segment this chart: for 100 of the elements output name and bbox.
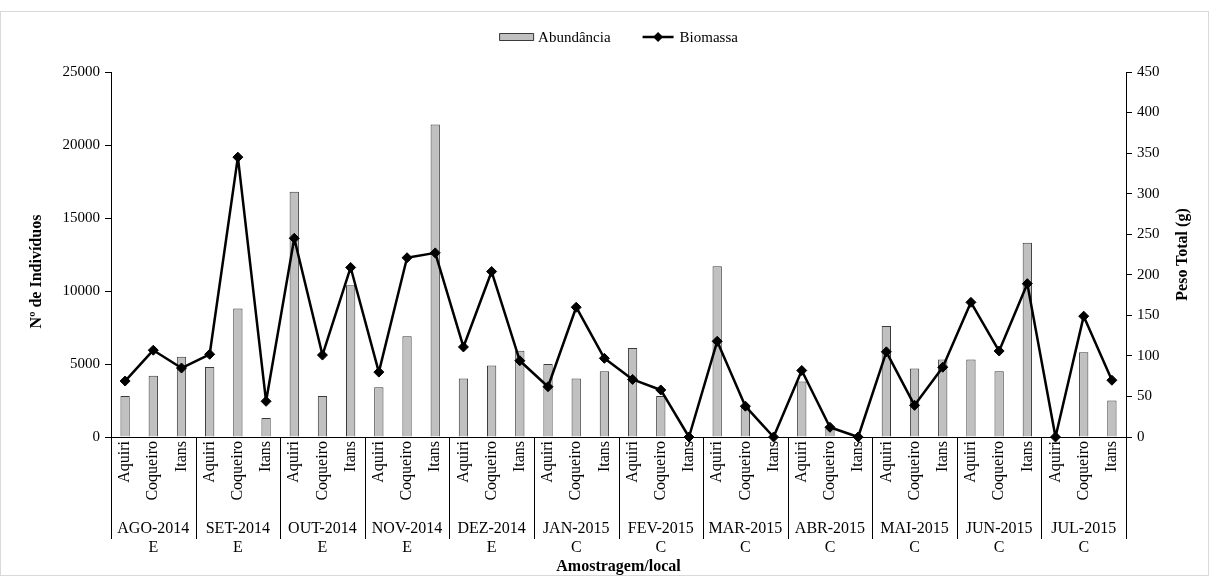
x-tick-label: Aquiri <box>284 440 303 483</box>
text: DEZ-2014 <box>457 519 526 537</box>
text: NOV-2014 <box>371 519 443 537</box>
y-axis-title: Nº de Indivíduos <box>27 214 45 329</box>
x-tick-label: Aquiri <box>369 440 388 483</box>
point <box>147 344 159 356</box>
text: OUT-2014 <box>288 519 357 537</box>
y2-axis-title: Peso Total (g) <box>1173 208 1192 301</box>
x-tick-label: Itans <box>932 441 950 473</box>
text: E <box>317 538 328 556</box>
text: E <box>486 538 497 556</box>
x-tick-label: Aquiri <box>707 440 726 483</box>
point <box>598 352 610 364</box>
x-tick-label: Itans <box>1102 441 1120 473</box>
point <box>1078 310 1090 322</box>
legend-label: Abundância <box>538 28 611 45</box>
y2-tick-label: 400 <box>1137 103 1160 120</box>
x-tick-label: Coqueiro <box>1073 441 1092 501</box>
x-tick-label: Itans <box>763 441 781 473</box>
text: E <box>148 538 159 556</box>
text: C <box>993 538 1005 556</box>
x-tick-label: Itans <box>1017 441 1035 473</box>
point <box>204 348 216 360</box>
text: C <box>1078 538 1090 556</box>
x-tick-label: Aquiri <box>961 440 980 483</box>
text: C <box>655 538 667 556</box>
y-tick-label: 20000 <box>62 135 100 152</box>
text: JUL-2015 <box>1051 519 1117 537</box>
point <box>627 373 639 385</box>
point <box>175 362 187 374</box>
x-tick-label: Coqueiro <box>143 441 162 501</box>
x-tick-label: Itans <box>848 441 866 473</box>
text: E <box>402 538 412 556</box>
x-tick-label: Aquiri <box>199 440 218 483</box>
text: C <box>909 538 920 556</box>
text: MAR-2015 <box>708 519 783 537</box>
x-axis-title: Amostragem/local <box>556 557 682 576</box>
point <box>880 346 892 358</box>
text: JUN-2015 <box>965 519 1033 537</box>
point <box>937 361 949 373</box>
point <box>316 349 328 361</box>
x-tick-label: Coqueiro <box>566 441 585 501</box>
y2-tick-label: 300 <box>1137 184 1160 201</box>
point <box>345 261 357 273</box>
text: E <box>232 538 243 556</box>
y-tick-label: 5000 <box>70 354 100 371</box>
point <box>796 364 808 376</box>
text: ABR-2015 <box>794 519 866 537</box>
y2-tick-label: 250 <box>1137 225 1160 242</box>
text: AGO-2014 <box>117 519 190 537</box>
point <box>119 375 131 387</box>
x-tick-label: Itans <box>510 441 528 473</box>
text: MAI-2015 <box>880 519 949 537</box>
x-tick-label: Aquiri <box>115 440 134 483</box>
x-tick-label: Coqueiro <box>904 441 923 501</box>
point <box>909 399 921 411</box>
x-tick-label: Aquiri <box>538 440 557 483</box>
text: FEV-2015 <box>627 519 694 537</box>
point <box>739 400 751 412</box>
point <box>401 252 413 264</box>
text: JAN-2015 <box>542 519 610 537</box>
y-tick-label: 10000 <box>62 281 100 298</box>
y2-tick-label: 150 <box>1137 306 1160 323</box>
y-tick-label: 25000 <box>62 62 100 79</box>
text: C <box>740 538 751 556</box>
y-tick-label: 15000 <box>62 208 100 225</box>
point <box>993 345 1005 357</box>
x-tick-label: Coqueiro <box>735 441 754 501</box>
point <box>486 266 498 278</box>
x-tick-label: Itans <box>425 441 443 473</box>
x-tick-label: Itans <box>256 441 274 473</box>
x-tick-label: Aquiri <box>622 440 641 483</box>
point <box>1021 278 1033 290</box>
x-tick-label: Coqueiro <box>650 441 669 501</box>
point <box>429 247 441 259</box>
point <box>457 341 469 353</box>
y2-tick-label: 100 <box>1137 346 1160 363</box>
point <box>570 301 582 313</box>
point <box>542 381 554 393</box>
y-tick-label: 0 <box>92 427 100 444</box>
point <box>824 421 836 433</box>
y2-tick-label: 350 <box>1137 144 1160 161</box>
text: SET-2014 <box>205 519 271 537</box>
x-tick-label: Aquiri <box>453 440 472 483</box>
x-tick-label: Itans <box>679 441 697 473</box>
x-tick-label: Coqueiro <box>989 441 1008 501</box>
x-tick-label: Aquiri <box>791 440 810 483</box>
x-tick-label: Coqueiro <box>820 441 839 501</box>
x-tick-label: Coqueiro <box>312 441 331 501</box>
x-tick-label: Aquiri <box>876 440 895 483</box>
x-tick-label: Aquiri <box>1045 440 1064 483</box>
point <box>711 335 723 347</box>
y2-tick-label: 200 <box>1137 265 1160 282</box>
x-tick-label: Coqueiro <box>397 441 416 501</box>
x-tick-label: Itans <box>171 441 189 473</box>
y2-tick-label: 0 <box>1137 427 1145 444</box>
point <box>655 384 667 396</box>
y2-tick-label: 450 <box>1137 62 1160 79</box>
x-tick-label: Coqueiro <box>481 441 500 501</box>
text: C <box>570 538 582 556</box>
